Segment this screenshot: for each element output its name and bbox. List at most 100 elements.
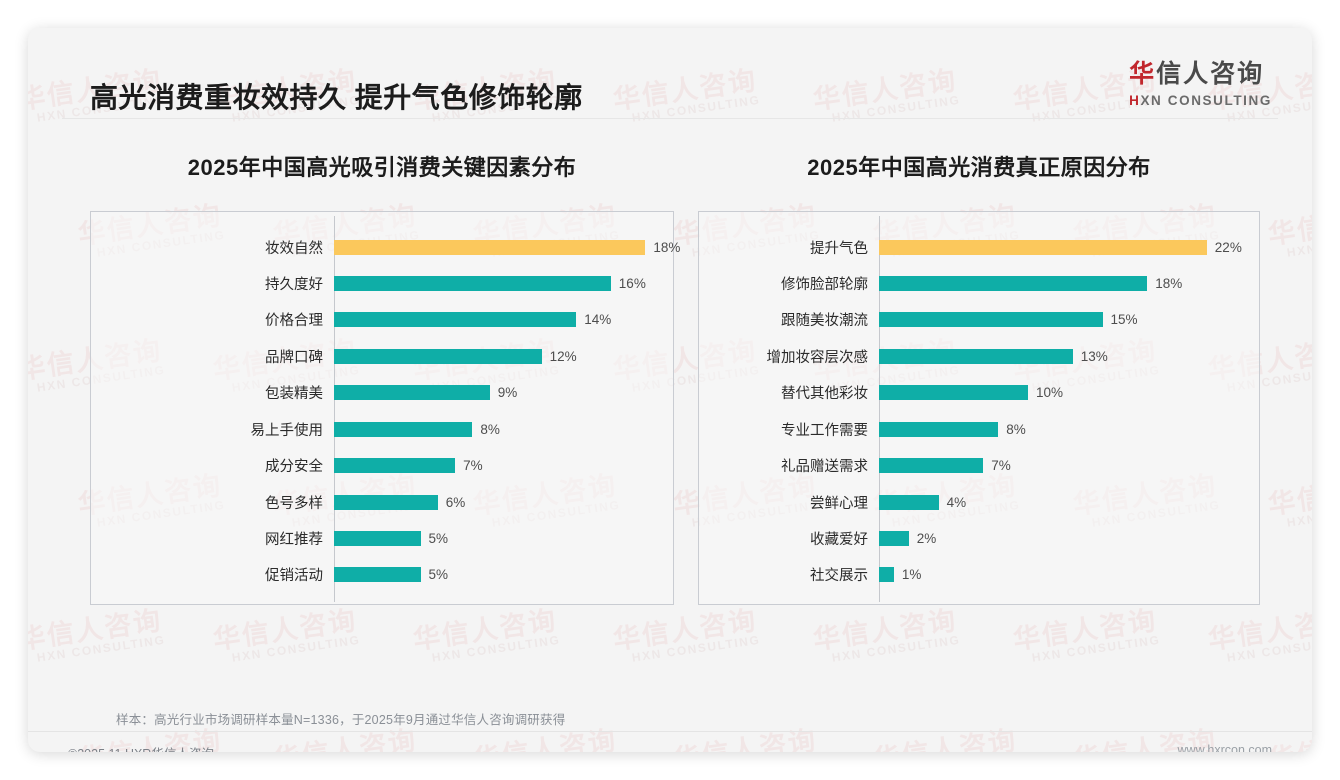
bar-category-label: 替代其他彩妆 [781,386,868,403]
bar-row: 修饰脸部轮廓 18% [699,270,1259,296]
bar-value-label: 8% [480,421,500,437]
bar[interactable] [879,494,939,510]
bar-value-label: 8% [1006,421,1026,437]
bar-row: 提升气色 22% [699,234,1259,260]
logo-chinese: 华信人咨询 [1129,62,1272,87]
bar-value-label: 16% [618,275,646,291]
watermark-chinese: 华信人咨询 [1011,605,1160,656]
bar-category-label: 色号多样 [265,495,323,512]
bar-rows-left: 妆效自然 18% 持久度好 16% 价格合理 14% 品牌口碑 12% 包装精美 9% 易上手使用 8… [91,234,680,588]
bar[interactable] [334,275,611,291]
bar-row: 易上手使用 8% [91,416,673,442]
website-text[interactable]: www.hxrcon.com [1177,743,1272,752]
bar[interactable] [334,567,421,583]
bar-value-label: 12% [549,348,577,364]
bar-row: 替代其他彩妆 10% [699,380,1259,406]
watermark-chinese: 华信人咨询 [611,605,760,656]
bar-row: 价格合理 14% [91,307,673,333]
watermark-chinese: 华信人咨询 [811,605,960,656]
bar-track: 13% [879,343,1259,369]
bar-track: 10% [879,380,1259,406]
bar[interactable] [879,531,909,546]
bar-value-label: 15% [1110,312,1138,328]
watermark-english: HXN CONSULTING [431,632,562,665]
bar-track: 2% [879,526,1259,552]
bar[interactable] [879,312,1103,328]
bar[interactable] [334,458,456,474]
watermark-chinese: 华信人咨询 [411,605,560,656]
bar-category-label: 增加妆容层次感 [766,349,869,366]
bar[interactable] [334,531,421,546]
bar-track: 5% [334,526,673,552]
bar-highlighted[interactable] [334,239,646,255]
bar-category-label: 易上手使用 [250,422,324,439]
bar-track: 14% [334,307,673,333]
slide: 华信人咨询 HXN CONSULTING 华信人咨询 HXN CONSULTING 华信… [28,28,1312,752]
bar-track: 18% [879,270,1259,296]
copyright-text: ©2025.11 HXR华信人咨询 [68,743,214,752]
bar-row: 增加妆容层次感 13% [699,343,1259,369]
bar-category-label: 社交展示 [810,568,868,585]
bar-value-label: 18% [1155,275,1183,291]
bar-row: 色号多样 6% [91,489,673,515]
bar-row: 成分安全 7% [91,453,673,479]
watermark-chinese: 华信人咨询 [1266,470,1312,521]
bar-value-label: 14% [584,312,612,328]
bar-value-label: 2% [916,531,937,546]
watermark-english: HXN CONSULTING [631,632,762,665]
slide-footer: ©2025.11 HXR华信人咨询 www.hxrcon.com [28,731,1312,752]
watermark-chinese: 华信人咨询 [1206,605,1312,656]
page-title: 高光消费重妆效持久 提升气色修饰轮廓 [90,82,583,113]
bar[interactable] [879,275,1148,291]
bar[interactable] [879,385,1028,401]
bar[interactable] [334,385,490,401]
bar[interactable] [879,458,984,474]
bar-row: 品牌口碑 12% [91,343,673,369]
logo-english: HXN CONSULTING [1129,94,1272,108]
bar[interactable] [879,348,1073,364]
bar-category-label: 跟随美妆潮流 [781,313,868,330]
bar-row: 收藏爱好 2% [699,526,1259,552]
company-logo: 华信人咨询 HXN CONSULTING [1129,62,1272,108]
watermark-chinese: 华信人咨询 [28,605,165,656]
watermark-english: HXN CONSULTING [1286,498,1312,530]
bar-value-label: 18% [653,239,681,255]
bar[interactable] [334,494,438,510]
slide-header: 高光消费重妆效持久 提升气色修饰轮廓 华信人咨询 HXN CONSULTING [28,28,1312,119]
logo-chinese-accent: 华 [1129,60,1157,88]
logo-chinese-rest: 信人咨询 [1156,60,1265,88]
chart-title-right: 2025年中国高光消费真正原因分布 [807,155,1151,180]
bar-category-label: 收藏爱好 [810,532,868,548]
bar-category-label: 成分安全 [265,459,323,476]
bar-track: 6% [334,489,673,515]
bar-category-label: 包装精美 [265,386,323,403]
bar-value-label: 6% [445,494,466,510]
bar[interactable] [879,421,999,437]
chart-card-left: 妆效自然 18% 持久度好 16% 价格合理 14% 品牌口碑 12% 包装精美 9% 易上手使用 8… [90,211,680,605]
bar[interactable] [334,348,542,364]
bar-row: 网红推荐 5% [91,526,673,552]
chart-title-left: 2025年中国高光吸引消费关键因素分布 [187,155,577,180]
bar-category-label: 礼品赠送需求 [781,459,868,476]
bar[interactable] [334,312,577,328]
bar-value-label: 9% [497,385,518,401]
watermark-chinese: 华信人咨询 [211,605,360,656]
bar[interactable] [334,421,473,437]
axis-line-right [879,216,880,602]
logo-english-rest: XN CONSULTING [1140,93,1272,108]
bar-value-label: 5% [428,531,449,546]
bar-track: 8% [879,416,1259,442]
bar[interactable] [879,567,894,583]
bar-track: 15% [879,307,1259,333]
bar-highlighted[interactable] [879,239,1207,255]
bar-category-label: 尝鲜心理 [810,495,868,512]
logo-english-accent: H [1129,93,1141,108]
bar-row: 专业工作需要 8% [699,416,1259,442]
bar-value-label: 7% [463,458,483,474]
